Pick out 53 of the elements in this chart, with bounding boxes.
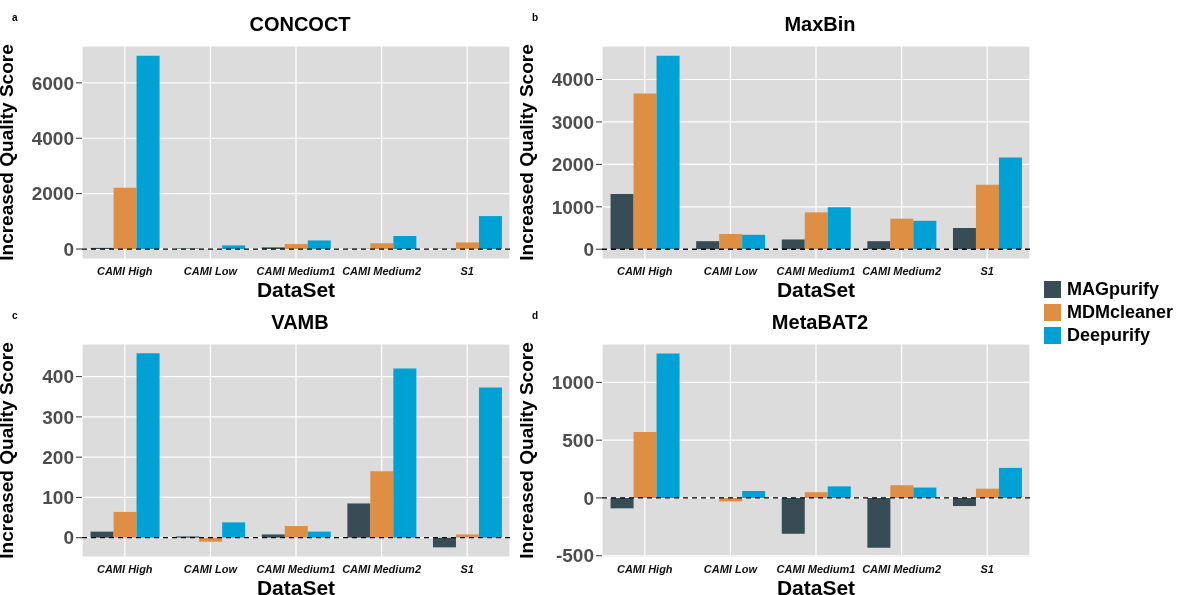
text: c — [12, 310, 18, 321]
y-tick-label: -500 — [555, 545, 594, 567]
chart-title: MetaBAT2 — [771, 311, 869, 333]
y-tick-label: 2000 — [551, 154, 594, 176]
x-axis-title: DataSet — [776, 278, 856, 301]
y-tick-label: 0 — [63, 238, 74, 260]
x-tick-label: CAMI Low — [183, 264, 239, 277]
x-axis-title: DataSet — [256, 576, 336, 595]
y-tick-label: 1000 — [551, 196, 594, 218]
y-tick-label: 2000 — [31, 183, 74, 205]
x-tick-label: S1 — [980, 562, 994, 575]
x-tick-label: S1 — [460, 562, 474, 575]
x-tick-label: CAMI High — [97, 264, 153, 277]
x-tick-label: CAMI High — [617, 264, 673, 277]
chart-title: VAMB — [271, 311, 329, 333]
x-tick-label: CAMI Medium2 — [342, 562, 422, 575]
y-tick-label: 0 — [63, 527, 74, 549]
x-tick-label: CAMI Medium1 — [256, 562, 336, 575]
x-tick-label: CAMI Medium2 — [342, 264, 422, 277]
x-tick-label: CAMI Low — [183, 562, 239, 575]
y-tick-label: 100 — [42, 487, 74, 509]
y-tick-label: 0 — [583, 487, 594, 509]
chart-title: CONCOCT — [249, 13, 351, 35]
x-tick-label: CAMI Medium2 — [862, 264, 942, 277]
x-tick-label: CAMI Low — [703, 562, 759, 575]
legend-label: MAGpurify — [1067, 279, 1159, 300]
x-axis-title: DataSet — [776, 576, 856, 595]
y-tick-label: 4000 — [551, 69, 594, 91]
chart-title: MaxBin — [784, 13, 856, 35]
y-tick-label: 6000 — [31, 72, 74, 94]
y-tick-label: 4000 — [31, 127, 74, 149]
text: b — [532, 12, 539, 23]
x-tick-label: S1 — [460, 264, 474, 277]
x-tick-label: CAMI Medium1 — [776, 562, 856, 575]
legend-label: MDMcleaner — [1067, 302, 1174, 323]
x-tick-label: CAMI Medium1 — [256, 264, 336, 277]
y-tick-label: 200 — [42, 446, 74, 468]
x-tick-label: S1 — [980, 264, 994, 277]
text: d — [532, 310, 539, 321]
x-tick-label: CAMI Medium1 — [776, 264, 856, 277]
text: a — [12, 12, 18, 23]
legend-label: Deepurify — [1067, 325, 1151, 346]
y-tick-label: 0 — [583, 238, 594, 260]
y-tick-label: 3000 — [551, 111, 594, 133]
y-tick-label: 500 — [562, 429, 594, 451]
y-tick-label: 400 — [42, 366, 74, 388]
x-axis-title: DataSet — [256, 278, 336, 301]
x-tick-label: CAMI High — [97, 562, 153, 575]
x-tick-label: CAMI High — [617, 562, 673, 575]
x-tick-label: CAMI Medium2 — [862, 562, 942, 575]
x-tick-label: CAMI Low — [703, 264, 759, 277]
y-tick-label: 1000 — [551, 372, 594, 394]
y-tick-label: 300 — [42, 406, 74, 428]
